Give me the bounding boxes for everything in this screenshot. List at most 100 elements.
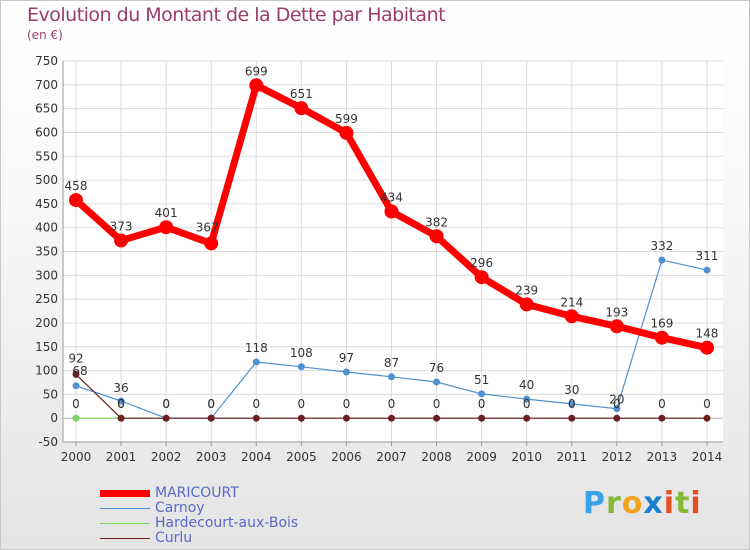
data-point [609,319,624,334]
data-point [69,193,83,208]
legend-item-curlu[interactable]: Curlu [97,531,337,546]
data-label: 193 [605,305,628,319]
data-point [294,101,309,116]
data-point [613,414,621,422]
data-label: 20 [609,393,624,407]
data-point [433,378,441,386]
data-point [204,236,219,251]
data-point [72,414,80,422]
data-label: 0 [162,397,170,411]
legend-swatch-maricourt [100,490,150,497]
data-point [252,358,260,366]
legend: MARICOURT Carnoy Hardecourt-aux-Bois Cur… [97,486,337,546]
y-tick-label: 100 [35,364,58,378]
data-label: 367 [196,220,219,234]
y-tick-label: 50 [43,387,58,401]
data-point [613,405,621,413]
data-label: 92 [68,351,83,365]
data-label: 87 [384,356,399,370]
data-point [114,233,129,248]
data-point [519,297,534,312]
chart-title: Evolution du Montant de la Dette par Hab… [27,4,446,26]
data-point [703,414,711,422]
data-point [568,400,576,408]
data-label: 0 [117,397,125,411]
y-tick-label: 0 [50,411,58,425]
data-point [384,204,399,219]
y-tick-label: 750 [35,54,58,68]
y-tick-label: -50 [38,435,58,449]
data-label: 0 [613,397,621,411]
data-label: 40 [519,378,534,392]
data-point [568,414,576,422]
y-tick-label: 700 [35,78,58,92]
y-tick-label: 350 [35,245,58,259]
legend-label-maricourt: MARICOURT [155,485,239,501]
data-label: 0 [523,397,531,411]
x-tick-label: 2009 [466,450,497,464]
x-tick-label: 2010 [511,450,542,464]
data-point [342,368,350,376]
data-label: 434 [380,190,403,204]
data-label: 68 [72,364,87,378]
data-point [658,414,666,422]
data-point [564,309,579,324]
data-point [387,373,395,381]
data-label: 148 [696,327,719,341]
data-label: 0 [388,397,396,411]
data-label: 0 [207,397,215,411]
x-tick-label: 2005 [286,450,317,464]
data-point [474,270,489,285]
data-point [72,382,80,390]
data-point [72,370,80,378]
legend-label-curlu: Curlu [155,530,193,546]
x-tick-label: 2006 [331,450,362,464]
legend-item-carnoy[interactable]: Carnoy [97,501,337,516]
legend-item-maricourt[interactable]: MARICOURT [97,486,337,501]
x-tick-label: 2000 [61,450,92,464]
data-point [699,340,714,355]
data-point [162,414,170,422]
data-label: 458 [65,179,88,193]
legend-swatch-curlu [100,538,150,539]
data-label: 118 [245,341,268,355]
y-tick-label: 600 [35,125,58,139]
chart-subtitle: (en €) [27,28,63,42]
data-label: 36 [113,381,128,395]
data-label: 599 [335,112,358,126]
data-point [117,397,125,405]
data-label: 214 [560,295,583,309]
data-label: 0 [478,397,486,411]
proxiti-logo: Proxiti [583,486,702,521]
data-point [654,330,669,345]
x-tick-label: 2013 [647,450,678,464]
legend-swatch-hardecourt [100,523,150,524]
x-tick-label: 2002 [151,450,182,464]
y-tick-label: 450 [35,197,58,211]
data-point [339,125,354,140]
data-point [252,414,260,422]
x-tick-label: 2008 [421,450,452,464]
data-label: 382 [425,215,448,229]
data-label: 699 [245,64,268,78]
data-point [478,414,486,422]
legend-item-hardecourt[interactable]: Hardecourt-aux-Bois [97,516,337,531]
data-point [478,390,486,398]
data-point [703,266,711,274]
y-tick-label: 300 [35,268,58,282]
legend-label-hardecourt: Hardecourt-aux-Bois [155,515,299,531]
data-label: 0 [433,397,441,411]
data-label: 0 [343,397,351,411]
data-label: 108 [290,346,313,360]
y-tick-label: 150 [35,340,58,354]
data-label: 0 [162,397,170,411]
x-tick-label: 2014 [692,450,723,464]
data-label: 0 [72,397,80,411]
data-label: 30 [564,383,579,397]
data-point [429,229,444,244]
data-label: 311 [696,249,719,263]
x-tick-label: 2007 [376,450,407,464]
data-label: 0 [117,397,125,411]
